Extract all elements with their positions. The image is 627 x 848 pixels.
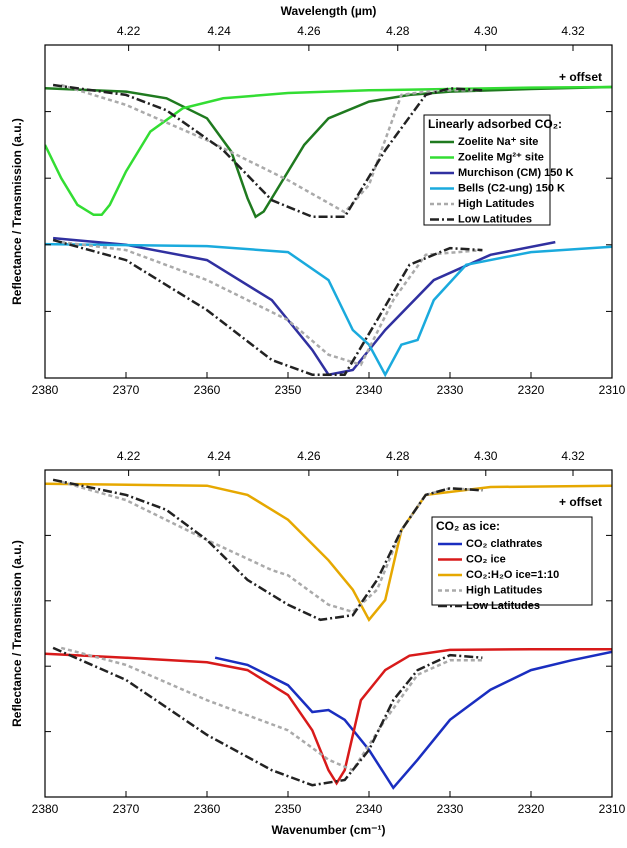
x-tick-label: 2330 — [437, 383, 464, 397]
legend-label: Zoelite Na⁺ site — [458, 136, 538, 148]
legend-title: CO₂ as ice: — [436, 519, 500, 533]
x2-tick-label: 4.28 — [386, 24, 410, 38]
x-tick-label: 2350 — [275, 383, 302, 397]
x-tick-label: 2360 — [194, 383, 221, 397]
x-tick-label: 2330 — [437, 802, 464, 816]
series-line — [45, 242, 612, 378]
series-line — [60, 480, 483, 614]
x-tick-label: 2370 — [113, 802, 140, 816]
x2-tick-label: 4.22 — [117, 24, 141, 38]
legend-label: CO₂ clathrates — [466, 538, 542, 550]
legend-label: Murchison (CM) 150 K — [458, 167, 574, 179]
plot-frame — [44, 44, 613, 379]
legend-label: Zoelite Mg²⁺ site — [458, 151, 544, 163]
x2-tick-label: 4.32 — [561, 24, 585, 38]
series-line — [52, 83, 483, 219]
x2-tick-label: 4.22 — [117, 449, 141, 463]
series-line — [61, 240, 483, 367]
series-line — [60, 83, 483, 214]
x2-tick-label: 4.24 — [207, 24, 231, 38]
series-line — [214, 650, 612, 790]
series-line — [52, 478, 483, 622]
x2-axis-title: Wavelength (µm) — [281, 4, 377, 18]
x-tick-label: 2380 — [32, 383, 59, 397]
legend-box — [423, 114, 551, 226]
x2-tick-label: 4.30 — [474, 24, 498, 38]
y-axis-title: Reflectance / Transmission (a.u.) — [10, 118, 24, 305]
series-line — [45, 647, 612, 786]
y-axis-title: Reflectance / Transmission (a.u.) — [10, 540, 24, 727]
x-tick-label: 2340 — [356, 802, 383, 816]
plot-frame — [44, 469, 613, 798]
series-line — [52, 646, 483, 787]
annotation: + offset — [559, 495, 602, 509]
legend-label: CO₂ ice — [466, 553, 506, 565]
x-tick-label: 2370 — [113, 383, 140, 397]
series-line — [52, 236, 556, 377]
x-tick-label: 2380 — [32, 802, 59, 816]
x-axis-title: Wavenumber (cm⁻¹) — [272, 823, 386, 837]
legend-label: Bells (C2-ung) 150 K — [458, 182, 565, 194]
x-tick-label: 2310 — [599, 802, 626, 816]
annotation: + offset — [559, 70, 602, 84]
x2-tick-label: 4.32 — [561, 449, 585, 463]
x-tick-label: 2340 — [356, 383, 383, 397]
series-line — [52, 238, 483, 376]
legend-label: Low Latitudes — [466, 600, 540, 612]
x2-tick-label: 4.26 — [297, 24, 321, 38]
legend-label: CO₂:H₂O ice=1:10 — [466, 569, 559, 581]
series-line — [45, 85, 612, 217]
legend-label: Low Latitudes — [458, 213, 532, 225]
series-line — [60, 646, 483, 772]
x-tick-label: 2320 — [518, 802, 545, 816]
x-tick-label: 2320 — [518, 383, 545, 397]
x-tick-label: 2310 — [599, 383, 626, 397]
x2-tick-label: 4.26 — [297, 449, 321, 463]
legend-box — [431, 516, 593, 606]
legend-title: Linearly adsorbed CO₂: — [428, 117, 562, 131]
legend-label: High Latitudes — [466, 584, 542, 596]
x-tick-label: 2360 — [194, 802, 221, 816]
x-tick-label: 2350 — [275, 802, 302, 816]
legend-label: High Latitudes — [458, 198, 534, 210]
x2-tick-label: 4.24 — [207, 449, 231, 463]
x2-tick-label: 4.30 — [474, 449, 498, 463]
x2-tick-label: 4.28 — [386, 449, 410, 463]
